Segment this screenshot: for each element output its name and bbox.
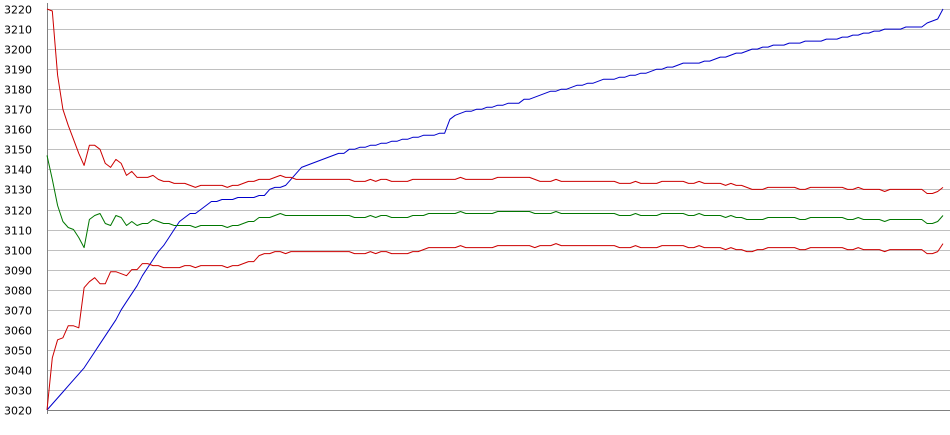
series-lines bbox=[46, 8, 944, 411]
y-tick-label: 3040 bbox=[4, 365, 32, 378]
y-tick-label: 3080 bbox=[4, 285, 32, 298]
y-tick-label: 3060 bbox=[4, 325, 32, 338]
series-line-2 bbox=[46, 8, 944, 194]
y-tick-label: 3160 bbox=[4, 124, 32, 137]
y-tick-label: 3110 bbox=[4, 225, 32, 238]
series-line-3 bbox=[46, 155, 944, 249]
axes bbox=[47, 3, 950, 414]
y-tick-label: 3120 bbox=[4, 205, 32, 218]
y-tick-label: 3140 bbox=[4, 164, 32, 177]
y-tick-label: 3200 bbox=[4, 44, 32, 57]
series-line-4 bbox=[46, 243, 944, 411]
y-tick-label: 3050 bbox=[4, 345, 32, 358]
y-tick-label: 3210 bbox=[4, 24, 32, 37]
series-line-1 bbox=[46, 8, 944, 411]
y-tick-label: 3190 bbox=[4, 64, 32, 77]
y-tick-label: 3150 bbox=[4, 144, 32, 157]
y-tick-label: 3100 bbox=[4, 245, 32, 258]
y-tick-label: 3020 bbox=[4, 405, 32, 418]
y-tick-labels: 3020 3030 3040 3050 3060 3070 3080 3090 3100 3110… bbox=[4, 4, 32, 418]
y-tick-label: 3090 bbox=[4, 265, 32, 278]
gridlines bbox=[47, 9, 950, 411]
y-tick-label: 3180 bbox=[4, 84, 32, 97]
y-tick-label: 3170 bbox=[4, 104, 32, 117]
y-tick-label: 3130 bbox=[4, 184, 32, 197]
y-tick-label: 3070 bbox=[4, 305, 32, 318]
y-tick-label: 3030 bbox=[4, 385, 32, 398]
y-tick-label: 3220 bbox=[4, 4, 32, 17]
